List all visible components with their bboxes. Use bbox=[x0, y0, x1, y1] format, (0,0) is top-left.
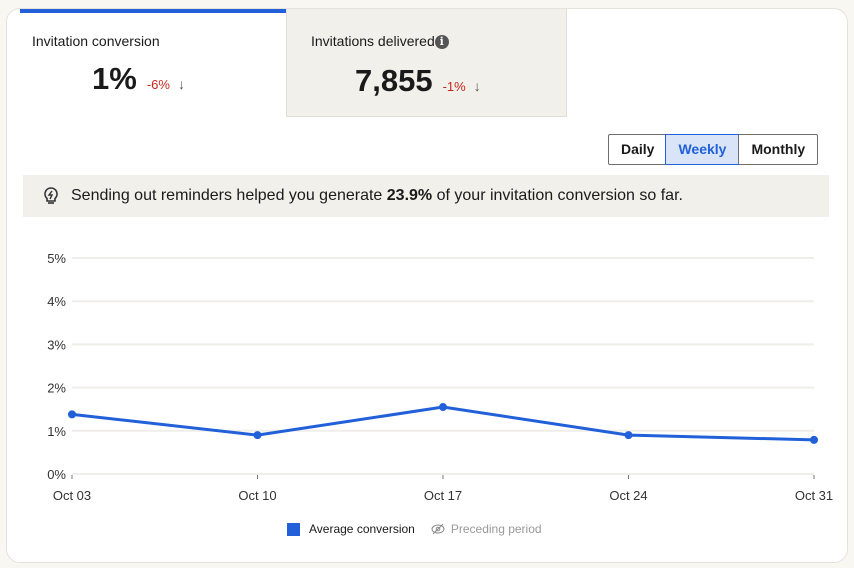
svg-text:3%: 3% bbox=[47, 337, 66, 352]
period-toggle: Daily Weekly Monthly bbox=[608, 134, 819, 165]
banner-prefix: Sending out reminders helped you generat… bbox=[71, 187, 387, 204]
svg-text:5%: 5% bbox=[47, 251, 66, 266]
lightbulb-icon bbox=[44, 187, 58, 204]
arrow-down-icon: ↓ bbox=[177, 76, 185, 92]
x-axis-labels: Oct 03 Oct 10 Oct 17 Oct 24 Oct 31 bbox=[53, 488, 833, 503]
series-line bbox=[71, 405, 815, 442]
metric-value: 1% bbox=[92, 61, 137, 96]
info-icon[interactable]: i bbox=[434, 35, 449, 49]
chart-grid bbox=[71, 257, 815, 479]
tab-label-text: Invitations delivered bbox=[311, 33, 435, 49]
svg-text:Oct 17: Oct 17 bbox=[424, 488, 462, 503]
svg-text:Oct 03: Oct 03 bbox=[53, 488, 91, 503]
metric-delta: -1% bbox=[442, 79, 466, 94]
line-chart: 0%1%2%3%4%5% Oct 03 Oct 10 Oct 17 Oct 24 Oct… bbox=[47, 251, 833, 503]
svg-text:1%: 1% bbox=[47, 424, 66, 439]
metric-delta: -6% bbox=[146, 77, 170, 92]
arrow-down-icon: ↓ bbox=[473, 78, 481, 94]
svg-text:0%: 0% bbox=[47, 467, 66, 482]
data-point[interactable] bbox=[624, 431, 633, 440]
chart-legend: Average conversion Preceding period bbox=[287, 522, 542, 536]
daily-button[interactable]: Daily bbox=[621, 141, 655, 157]
tab-label: Invitation conversion bbox=[32, 33, 160, 49]
monthly-button[interactable]: Monthly bbox=[738, 135, 817, 164]
svg-text:2%: 2% bbox=[47, 381, 66, 396]
metric: 1% -6% ↓ bbox=[92, 61, 185, 97]
legend-preceding-period[interactable]: Preceding period bbox=[450, 522, 542, 536]
metric: 7,855 -1% ↓ bbox=[355, 63, 481, 99]
banner-suffix: of your invitation conversion so far. bbox=[432, 187, 683, 204]
tab-invitations-delivered[interactable]: Invitations delivered i 7,855 -1% ↓ bbox=[286, 9, 567, 117]
conversion-card: Invitation conversion 1% -6% ↓ Invitatio… bbox=[6, 8, 848, 563]
tab-label: Invitations delivered i bbox=[311, 33, 449, 49]
weekly-button[interactable]: Weekly bbox=[665, 134, 740, 165]
banner-text: Sending out reminders helped you generat… bbox=[71, 187, 683, 205]
svg-text:Oct 10: Oct 10 bbox=[238, 488, 276, 503]
banner-highlight: 23.9% bbox=[386, 187, 433, 204]
data-point[interactable] bbox=[810, 435, 818, 444]
y-axis-labels: 0% 1% 2% 3% 4% 5% bbox=[47, 251, 66, 482]
tab-invitation-conversion[interactable]: Invitation conversion 1% -6% ↓ bbox=[20, 9, 286, 117]
legend-swatch bbox=[287, 522, 300, 536]
series-points bbox=[68, 403, 818, 444]
eye-slash-icon[interactable] bbox=[431, 523, 445, 535]
data-point[interactable] bbox=[253, 431, 262, 440]
svg-text:4%: 4% bbox=[47, 294, 66, 309]
data-point[interactable] bbox=[439, 403, 447, 412]
legend-average-conversion[interactable]: Average conversion bbox=[309, 522, 415, 536]
insight-banner: Sending out reminders helped you generat… bbox=[23, 175, 829, 217]
svg-text:Oct 24: Oct 24 bbox=[609, 488, 647, 503]
svg-text:Oct 31: Oct 31 bbox=[795, 488, 833, 503]
metric-value: 7,855 bbox=[355, 63, 433, 98]
data-point[interactable] bbox=[68, 410, 76, 419]
